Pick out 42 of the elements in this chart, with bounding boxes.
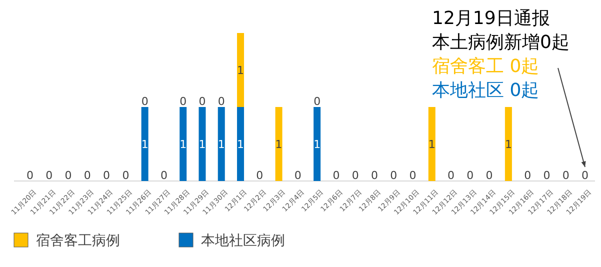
data-label: 1 <box>428 138 436 151</box>
data-label: 0 <box>122 169 130 182</box>
annotation: 本地社区 0起 <box>432 80 540 101</box>
data-label: 1 <box>504 138 512 151</box>
annotation: 本土病例新增0起 <box>432 32 570 53</box>
data-label: 1 <box>275 138 282 151</box>
data-label: 0 <box>352 169 359 182</box>
legend-label: 宿舍客工病例 <box>36 232 120 249</box>
data-label: 0 <box>141 95 148 108</box>
data-label: 0 <box>543 169 550 182</box>
data-label: 0 <box>332 169 340 182</box>
data-label: 0 <box>390 169 398 182</box>
data-label: 1 <box>180 138 187 151</box>
data-label: 0 <box>409 169 416 182</box>
text: 12月19日通报 <box>432 8 550 29</box>
data-label: 0 <box>180 95 187 108</box>
data-label: 0 <box>198 95 206 108</box>
data-label: 0 <box>314 95 321 108</box>
data-label: 0 <box>256 169 264 182</box>
data-label: 0 <box>84 169 91 182</box>
data-label: 0 <box>26 169 34 182</box>
data-label: 0 <box>103 169 110 182</box>
data-label: 0 <box>294 169 302 182</box>
data-label: 0 <box>466 169 474 182</box>
data-label: 0 <box>524 169 532 182</box>
data-label: 0 <box>46 169 53 182</box>
data-label: 0 <box>486 169 493 182</box>
data-label: 1 <box>141 138 148 151</box>
legend-label: 本地社区病例 <box>201 232 285 249</box>
data-label: 1 <box>314 138 321 151</box>
data-label: 0 <box>218 95 225 108</box>
data-label: 0 <box>582 169 588 182</box>
data-label: 1 <box>237 64 244 77</box>
data-label: 1 <box>237 138 244 151</box>
data-label: 1 <box>218 138 225 151</box>
data-label: 0 <box>64 169 72 182</box>
data-label: 0 <box>562 169 570 182</box>
annotation: 宿舍客工 0起 <box>432 56 540 77</box>
data-label: 0 <box>370 169 378 182</box>
data-label: 0 <box>160 169 168 182</box>
data-label: 1 <box>198 138 206 151</box>
data-label: 0 <box>448 169 455 182</box>
